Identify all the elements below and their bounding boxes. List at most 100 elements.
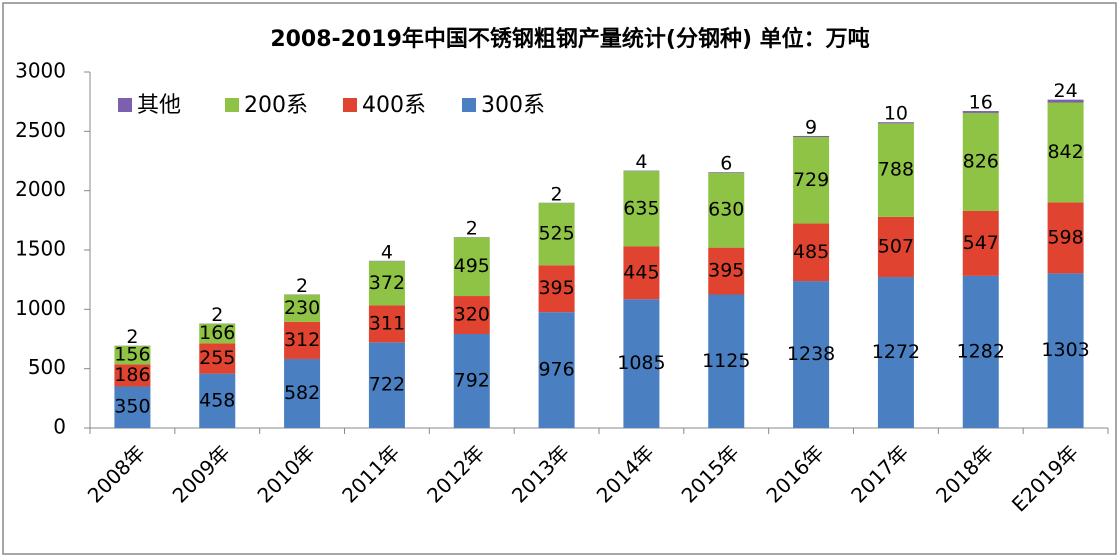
data-label: 788 [878,159,914,181]
legend-swatch [343,98,357,112]
data-label: 255 [199,347,235,369]
bar-segment [877,123,914,217]
data-label: 2 [551,183,563,205]
data-label: 10 [884,103,908,125]
data-label: 1238 [787,343,835,365]
bar-segment [199,343,236,374]
legend-swatch [462,98,476,112]
bar-segment [877,277,914,428]
data-label: 976 [538,359,574,381]
data-label: 485 [793,241,829,263]
bar-segment [284,294,321,322]
data-label: 729 [793,169,829,191]
data-label: 311 [369,312,405,334]
data-label: 6 [720,153,732,175]
data-label: 2 [466,218,478,240]
bar-segment [877,122,914,124]
data-label: 445 [623,261,659,283]
legend-label: 200系 [244,93,308,118]
data-label: 4 [381,241,393,263]
data-label: 507 [878,235,914,257]
data-label: 372 [369,272,405,294]
bar-segment [284,358,321,428]
data-label: 320 [454,304,490,326]
bar-segment [453,296,490,335]
chart-title: 2008-2019年中国不锈钢粗钢产量统计(分钢种) 单位：万吨 [270,26,869,52]
data-label: 630 [708,199,744,221]
data-label: 395 [708,260,744,282]
y-tick-label: 1500 [15,237,66,261]
data-label: 458 [199,389,235,411]
data-label: 24 [1053,80,1077,102]
bar-segment [793,137,830,224]
data-label: 312 [284,329,320,351]
bar-segment [962,275,999,428]
bar-segment [114,364,151,387]
bar-segment [708,172,745,173]
data-label: 2 [211,304,223,326]
y-tick-label: 2500 [15,118,66,142]
data-label: 166 [199,322,235,344]
bar-segment [962,111,999,113]
bar-segment [708,172,745,248]
data-label: 16 [969,92,993,114]
bar-segment [623,246,660,300]
data-label: 186 [114,364,150,386]
y-tick-label: 0 [53,415,66,439]
data-label: 525 [538,223,574,245]
bar-segment [1047,273,1084,428]
bar-segment [368,342,405,428]
data-label: 635 [623,197,659,219]
bar-segment [877,216,914,278]
data-label: 598 [1047,226,1083,248]
bar-segment [199,323,236,344]
data-label: 1125 [702,350,750,372]
bar-segment [962,112,999,211]
data-label: 156 [114,344,150,366]
bar-segment [284,321,321,359]
bar-segment [708,294,745,428]
bar-segment [623,171,660,247]
bar-segment [623,299,660,428]
bar-segment [453,334,490,428]
bar-segment [199,373,236,428]
legend-swatch [225,98,239,112]
data-label: 9 [805,116,817,138]
data-label: 2 [296,275,308,297]
bar-segment [368,261,405,306]
bar-segment [962,210,999,276]
bar-segment [793,281,830,428]
data-label: 1272 [872,341,920,363]
y-tick-label: 500 [28,355,66,379]
bar-segment [793,135,830,138]
bar-segment [1047,102,1084,203]
legend-label: 400系 [362,93,426,118]
data-label: 842 [1047,141,1083,163]
data-label: 826 [963,150,999,172]
data-label: 722 [369,374,405,396]
bar-segment [538,203,575,266]
data-label: 4 [635,151,647,173]
data-label: 582 [284,382,320,404]
data-label: 2 [126,326,138,348]
bar-segment [708,247,745,295]
bar-segment [1047,202,1084,274]
data-label: 1085 [617,352,665,374]
data-label: 547 [963,232,999,254]
y-tick-label: 3000 [15,59,66,83]
bar-segment [114,345,151,365]
bar-segment [538,265,575,313]
bar-segment [793,223,830,282]
y-tick-label: 2000 [15,177,66,201]
data-label: 230 [284,297,320,319]
data-label: 350 [114,396,150,418]
bar-segment [368,305,405,343]
data-label: 1303 [1041,339,1089,361]
data-label: 395 [538,277,574,299]
bar-segment [453,237,490,297]
data-label: 792 [454,370,490,392]
bar-segment [114,386,151,428]
bar-segment [538,312,575,428]
data-label: 495 [454,255,490,277]
